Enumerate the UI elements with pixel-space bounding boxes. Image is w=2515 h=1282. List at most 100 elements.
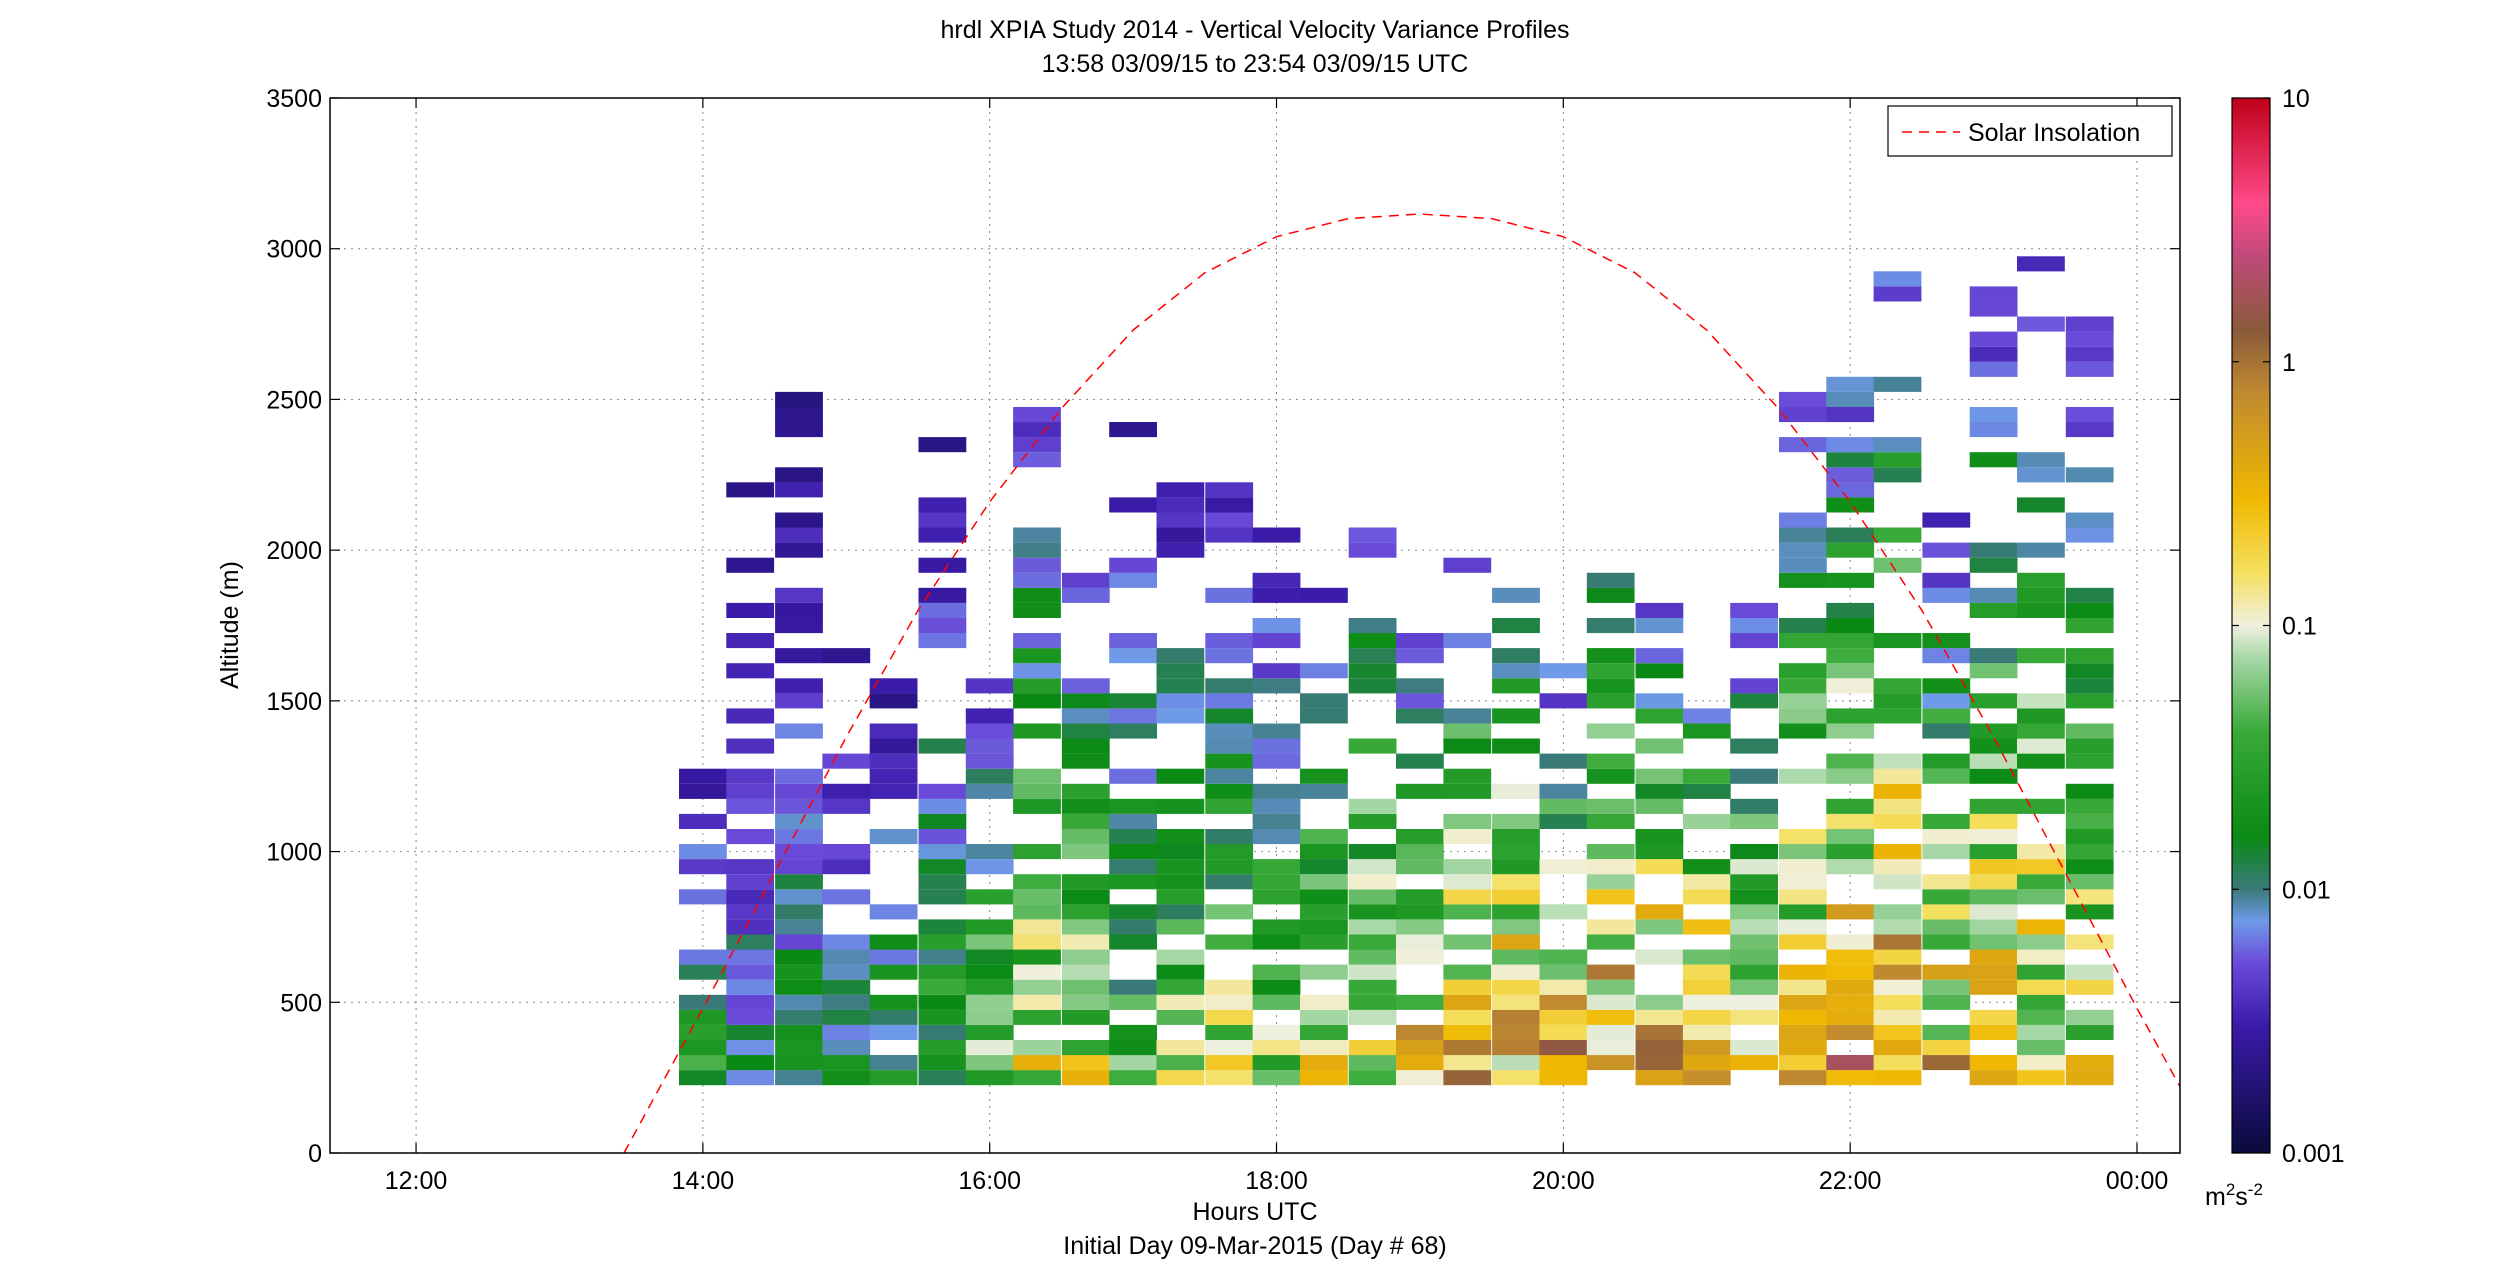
heatmap-cell — [869, 1070, 918, 1086]
heatmap-cell — [1922, 512, 1971, 528]
heatmap-cell — [726, 1070, 775, 1086]
heatmap-cell — [2065, 859, 2114, 875]
heatmap-cell — [1109, 1055, 1157, 1071]
heatmap-cell — [1873, 527, 1922, 543]
heatmap-cell — [1252, 813, 1301, 829]
heatmap-cell — [1779, 844, 1827, 860]
heatmap-cell — [1586, 964, 1635, 980]
heatmap-cell — [1252, 527, 1301, 543]
heatmap-cell — [918, 919, 967, 935]
heatmap-cell — [726, 949, 775, 965]
heatmap-cell — [726, 889, 775, 905]
heatmap-cell — [2065, 648, 2114, 664]
heatmap-cell — [1922, 693, 1971, 709]
heatmap-cell — [1539, 663, 1588, 679]
heatmap-cell — [1443, 1070, 1492, 1086]
heatmap-cell — [1205, 587, 1254, 603]
x-tick-label: 14:00 — [672, 1167, 735, 1195]
heatmap-cell — [1492, 813, 1540, 829]
heatmap-cell — [1443, 979, 1492, 995]
heatmap-cell — [1443, 768, 1492, 784]
heatmap-cell — [1779, 407, 1827, 423]
heatmap-cell — [1682, 994, 1731, 1010]
heatmap-cell — [679, 813, 727, 829]
heatmap-cell — [1779, 768, 1827, 784]
heatmap-cell — [1826, 1024, 1875, 1040]
heatmap-cell — [1873, 844, 1922, 860]
heatmap-cell — [1969, 829, 2018, 845]
heatmap-cell — [822, 1070, 871, 1086]
heatmap-cell — [679, 994, 727, 1010]
heatmap-cell — [775, 768, 823, 784]
heatmap-cell — [1396, 919, 1444, 935]
heatmap-cell — [1826, 934, 1875, 950]
heatmap-cell — [775, 723, 823, 739]
heatmap-cell — [1586, 663, 1635, 679]
heatmap-cell — [1109, 934, 1157, 950]
heatmap-cell — [1109, 844, 1157, 860]
heatmap-cell — [1826, 618, 1875, 634]
heatmap-cell — [1779, 964, 1827, 980]
heatmap-cell — [1873, 1055, 1922, 1071]
heatmap-cell — [1873, 753, 1922, 769]
solar-insolation-line — [623, 213, 2180, 1153]
heatmap-cell — [679, 949, 727, 965]
heatmap-cell — [918, 497, 967, 513]
heatmap-cell — [1061, 1070, 1110, 1086]
heatmap-cell — [1061, 798, 1110, 814]
heatmap-cell — [1969, 452, 2018, 468]
heatmap-cell — [679, 1009, 727, 1025]
heatmap-cell — [1013, 874, 1061, 890]
heatmap-cell — [1635, 768, 1684, 784]
heatmap-cell — [1682, 919, 1731, 935]
heatmap-cell — [1922, 753, 1971, 769]
heatmap-cell — [822, 964, 871, 980]
heatmap-cell — [1492, 979, 1540, 995]
heatmap-cell — [1061, 934, 1110, 950]
chart-title: hrdl XPIA Study 2014 - Vertical Velocity… — [940, 16, 1569, 44]
heatmap-cell — [1635, 949, 1684, 965]
heatmap-cell — [1826, 949, 1875, 965]
heatmap-cell — [1873, 813, 1922, 829]
heatmap-cell — [1969, 723, 2018, 739]
heatmap-cell — [1873, 994, 1922, 1010]
heatmap-cell — [1779, 663, 1827, 679]
heatmap-cell — [1443, 829, 1492, 845]
heatmap-cell — [1156, 497, 1205, 513]
heatmap-cell — [1300, 934, 1348, 950]
heatmap-cell — [1635, 798, 1684, 814]
heatmap-cell — [1109, 813, 1157, 829]
heatmap-cell — [1586, 693, 1635, 709]
heatmap-cell — [1969, 648, 2018, 664]
heatmap-cell — [1969, 693, 2018, 709]
heatmap-cell — [1635, 829, 1684, 845]
heatmap-cell — [726, 663, 775, 679]
heatmap-cell — [918, 859, 967, 875]
heatmap-cell — [1922, 904, 1971, 920]
heatmap-cell — [965, 844, 1014, 860]
heatmap-cell — [1348, 738, 1397, 754]
heatmap-cell — [1300, 859, 1348, 875]
heatmap-cell — [1779, 1055, 1827, 1071]
heatmap-cell — [1730, 889, 1778, 905]
heatmap-cell — [726, 1040, 775, 1056]
heatmap-cell — [1396, 648, 1444, 664]
heatmap-cell — [1205, 874, 1254, 890]
heatmap-cell — [1156, 889, 1205, 905]
heatmap-cell — [1730, 859, 1778, 875]
heatmap-cell — [1492, 934, 1540, 950]
heatmap-cell — [1443, 723, 1492, 739]
plot-frame — [329, 97, 2181, 1154]
x-axis: 12:00 14:00 16:00 18:00 20:00 22:00 00:00 — [385, 98, 2168, 1195]
heatmap-cell — [1539, 1009, 1588, 1025]
heatmap-cell — [1300, 994, 1348, 1010]
heatmap-cell — [1635, 844, 1684, 860]
heatmap-cell — [1156, 1055, 1205, 1071]
heatmap-cell — [1013, 919, 1061, 935]
heatmap-cell — [775, 422, 823, 438]
heatmap-cell — [1109, 798, 1157, 814]
heatmap-cell — [2065, 738, 2114, 754]
heatmap-cell — [965, 678, 1014, 694]
heatmap-cell — [1826, 1070, 1875, 1086]
